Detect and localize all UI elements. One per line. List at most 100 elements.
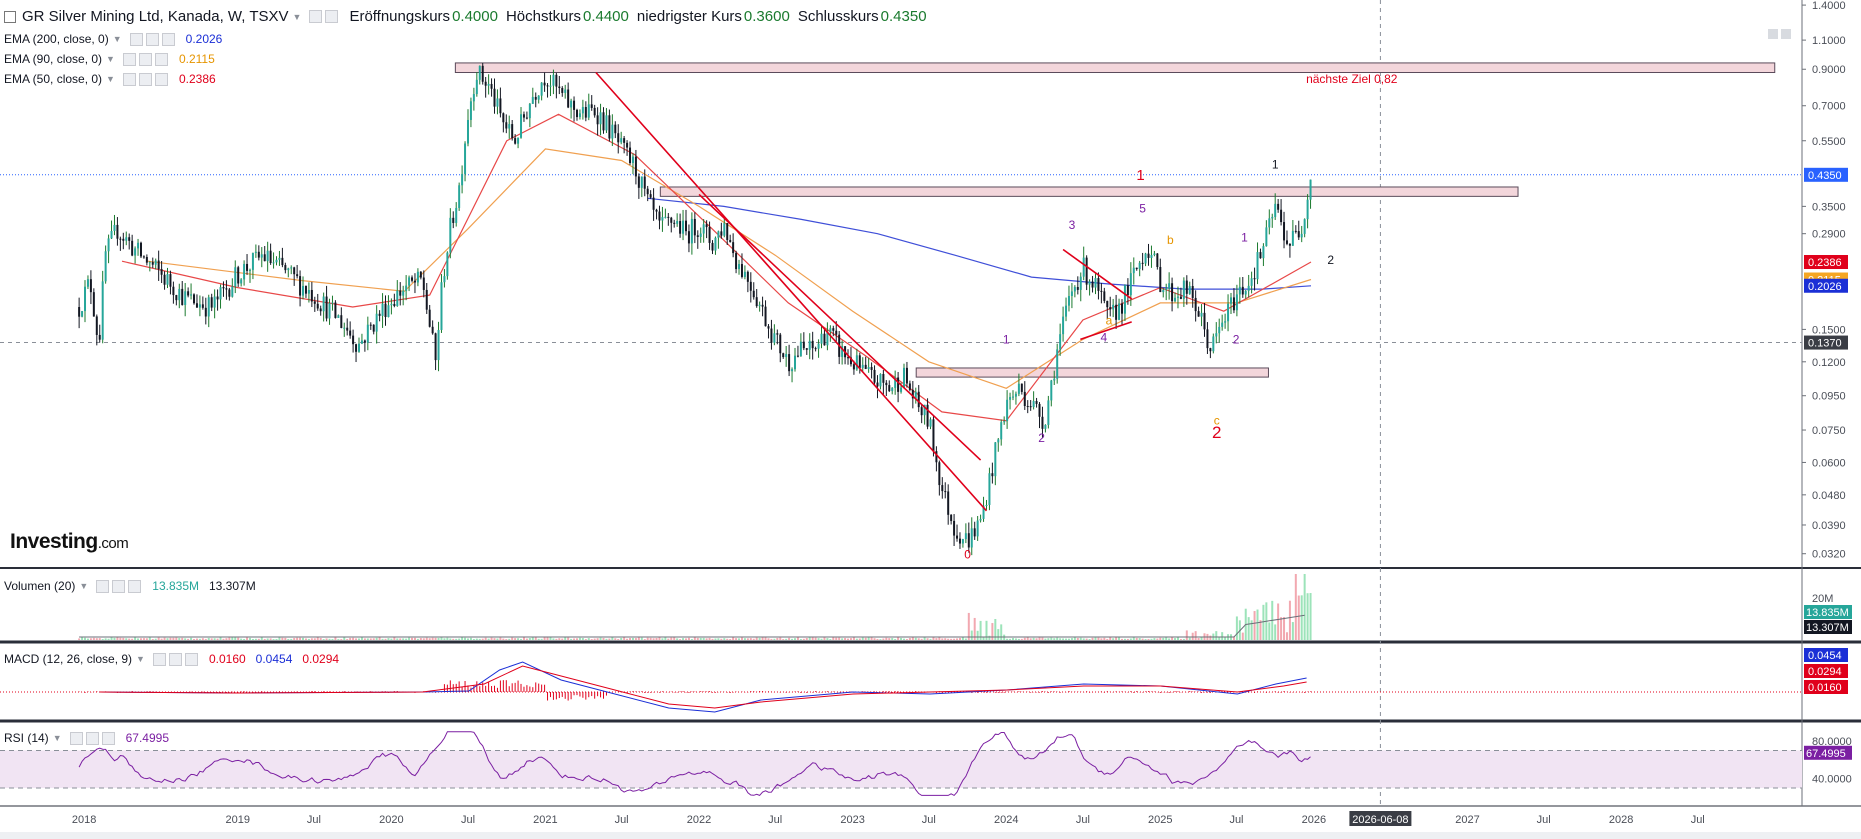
candle-body: [1280, 209, 1283, 223]
chevron-down-icon[interactable]: ▼: [106, 74, 115, 84]
volume-bar: [929, 638, 932, 640]
chevron-down-icon[interactable]: ▼: [112, 34, 122, 44]
candle-body: [596, 115, 599, 125]
close-icon[interactable]: [101, 731, 115, 745]
volume-bar: [496, 638, 499, 640]
collapse-pane-icon[interactable]: [1781, 29, 1791, 39]
close-icon[interactable]: [161, 32, 175, 46]
price-badge-label: 0.2386: [1808, 257, 1842, 269]
chevron-down-icon[interactable]: ▼: [79, 581, 89, 591]
volume-bar: [540, 638, 543, 640]
candle-body: [1076, 287, 1079, 290]
ema-50-legend[interactable]: EMA (50, close, 0) ▼ 0.2386: [4, 72, 216, 86]
rsi-legend[interactable]: RSI (14) ▼ 67.4995: [4, 731, 169, 745]
volume-bar: [1221, 632, 1224, 640]
candle-body: [614, 124, 617, 134]
volume-bar: [204, 638, 207, 640]
volume-bar: [564, 637, 567, 640]
volume-bar: [567, 637, 570, 640]
volume-bar: [1097, 637, 1100, 640]
volume-bar: [408, 637, 411, 640]
rsi-tick-label: 40.0000: [1812, 774, 1852, 786]
candle-body: [870, 367, 873, 370]
candle-body: [1079, 276, 1082, 290]
eye-icon[interactable]: [122, 72, 136, 86]
macd-legend[interactable]: MACD (12, 26, close, 9) ▼ 0.0160 0.0454 …: [4, 652, 339, 666]
candle-body: [970, 528, 973, 548]
eye-icon[interactable]: [96, 579, 110, 593]
collapse-icon[interactable]: [4, 10, 16, 23]
zone-2: [915, 367, 1269, 378]
volume-bar: [411, 637, 414, 640]
settings-icon[interactable]: [138, 72, 152, 86]
close-icon[interactable]: [128, 579, 142, 593]
chevron-down-icon[interactable]: ▼: [52, 733, 62, 743]
settings-icon[interactable]: [168, 652, 182, 666]
volume-bar: [938, 637, 941, 640]
price-badge: [1804, 278, 1848, 293]
eye-icon[interactable]: [122, 52, 136, 66]
pane-controls[interactable]: [1765, 26, 1791, 44]
zone-0: [454, 62, 1776, 74]
close-icon[interactable]: [154, 72, 168, 86]
settings-icon[interactable]: [112, 579, 126, 593]
chevron-down-icon[interactable]: ▼: [106, 54, 115, 64]
eye-icon[interactable]: [152, 652, 166, 666]
candle-body: [219, 287, 222, 300]
settings-icon[interactable]: [85, 731, 99, 745]
macd-signal-line: [99, 665, 1307, 709]
candle-body: [399, 290, 402, 296]
time-tick-label: Jul: [307, 814, 321, 826]
candle-body: [564, 89, 567, 93]
chevron-down-icon[interactable]: ▼: [136, 654, 145, 664]
volume-bar: [1047, 638, 1050, 640]
settings-icon[interactable]: [138, 52, 152, 66]
volume-bar: [740, 637, 743, 640]
settings-icon[interactable]: [145, 32, 159, 46]
volume-bar: [1171, 637, 1174, 640]
volume-bar: [1259, 620, 1262, 640]
candle-body: [714, 237, 717, 251]
settings-icon[interactable]: [325, 10, 339, 23]
candle-body: [1300, 233, 1303, 238]
candle-body: [1017, 383, 1020, 394]
candle-body: [917, 391, 920, 408]
candle-body: [464, 143, 467, 174]
volume-bar: [788, 637, 791, 640]
candle-body: [1121, 303, 1124, 314]
maximize-icon[interactable]: [1768, 29, 1778, 39]
volume-bar: [284, 637, 287, 640]
volume-bar: [393, 637, 396, 640]
volume-bar: [1280, 617, 1283, 640]
ema-90-legend[interactable]: EMA (90, close, 0) ▼ 0.2115: [4, 52, 215, 66]
candle-body: [234, 267, 237, 287]
volume-bar: [611, 637, 614, 640]
volume-bar: [246, 637, 249, 640]
candle-body: [726, 223, 729, 240]
candle-body: [458, 185, 461, 208]
candle-body: [1023, 391, 1026, 406]
volume-bar: [1241, 632, 1244, 640]
eye-icon[interactable]: [129, 32, 143, 46]
close-icon[interactable]: [154, 52, 168, 66]
chevron-down-icon[interactable]: ▼: [292, 11, 302, 22]
candle-body: [1288, 243, 1291, 246]
candle-body: [296, 274, 299, 277]
volume-bar: [982, 637, 985, 640]
volume-bar: [1159, 637, 1162, 640]
candle-body: [923, 404, 926, 416]
eye-icon[interactable]: [69, 731, 83, 745]
eye-icon[interactable]: [309, 10, 323, 23]
volume-bar: [499, 637, 502, 640]
candle-body: [160, 269, 163, 275]
ema-200-legend[interactable]: EMA (200, close, 0) ▼ 0.2026: [4, 32, 222, 46]
candle-body: [1003, 421, 1006, 423]
candle-body: [478, 65, 481, 80]
chart-header: GR Silver Mining Ltd, Kanada, W, TSXV ▼ …: [4, 8, 927, 25]
close-icon[interactable]: [184, 652, 198, 666]
candle-body: [602, 112, 605, 131]
volume-legend[interactable]: Volumen (20) ▼ 13.835M 13.307M: [4, 579, 256, 593]
volume-bar: [1079, 637, 1082, 640]
volume-bar: [89, 638, 92, 640]
